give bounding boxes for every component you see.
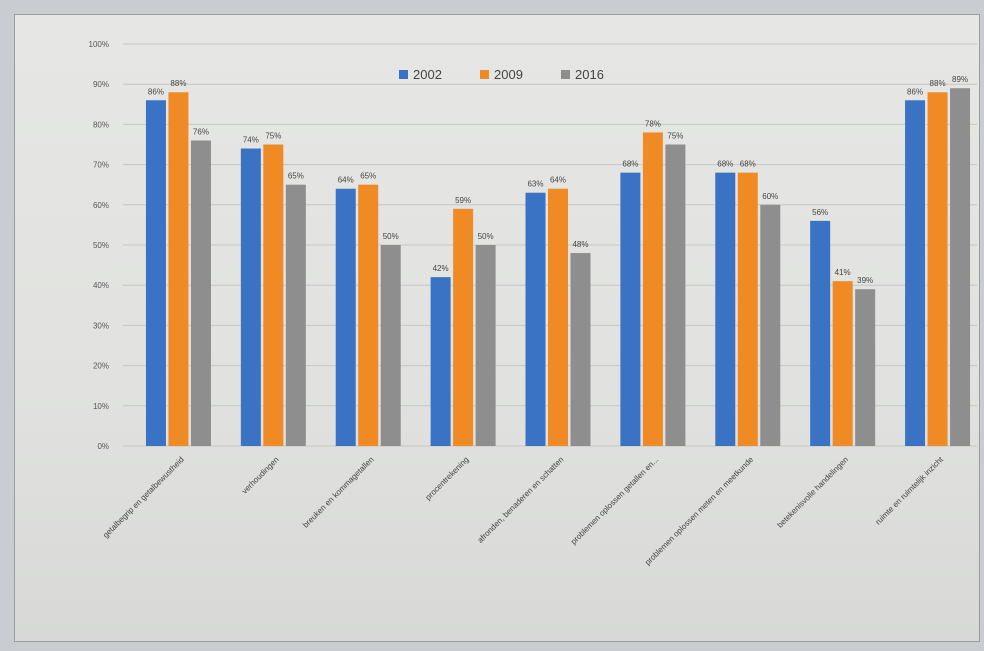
data-label: 50% xyxy=(478,232,494,241)
bar-2016 xyxy=(950,88,971,446)
data-label: 64% xyxy=(550,176,566,185)
chart-frame: 0% 10% 20% 30% 40% 50% 60% 70% 80% 90% 100% 86% 88%… xyxy=(14,14,980,642)
bar-2002 xyxy=(240,148,261,446)
bar-2009 xyxy=(737,172,758,446)
data-label: 59% xyxy=(455,196,471,205)
x-category-label: breuken en kommagetallen xyxy=(301,455,376,530)
bar-chart: 0% 10% 20% 30% 40% 50% 60% 70% 80% 90% 100% 86% 88%… xyxy=(89,40,977,568)
legend-label: 2002 xyxy=(413,67,442,82)
y-tick-label: 70% xyxy=(93,161,109,170)
data-label: 75% xyxy=(667,132,683,141)
bar-2009 xyxy=(548,188,568,446)
data-label: 41% xyxy=(835,268,851,277)
x-axis-categories: getalbegrip en getalbewustheid verhouding… xyxy=(101,455,945,568)
y-tick-label: 40% xyxy=(93,281,109,290)
y-tick-label: 100% xyxy=(89,40,109,49)
data-label: 63% xyxy=(527,180,543,189)
x-category-label: ruimte en ruimtelijk inzicht xyxy=(874,455,946,527)
bar-2009 xyxy=(263,144,284,446)
bar-2016 xyxy=(190,140,211,446)
data-label: 88% xyxy=(170,79,186,88)
legend-swatch-2009 xyxy=(480,70,489,79)
x-category-label: problemen oplossen getallen en... xyxy=(569,455,660,546)
bar-2002 xyxy=(620,172,641,446)
data-label: 74% xyxy=(243,136,259,145)
bar-2009 xyxy=(358,184,379,446)
data-labels: 86% 88% 76% 74% 75% 65% 64% 65% 50% 42% 59% 50% 63% 6… xyxy=(148,75,968,285)
data-label: 68% xyxy=(740,160,756,169)
data-label: 48% xyxy=(572,240,588,249)
bar-2016 xyxy=(380,245,401,446)
x-category-label: afronden, benaderen en schatten xyxy=(476,455,566,545)
data-label: 68% xyxy=(717,160,733,169)
x-category-label: verhoudingen xyxy=(240,455,281,496)
y-tick-label: 20% xyxy=(93,362,109,371)
data-label: 86% xyxy=(907,87,923,96)
bar-2009 xyxy=(168,92,189,447)
data-label: 65% xyxy=(288,172,304,181)
data-label: 76% xyxy=(193,127,209,136)
legend-swatch-2016 xyxy=(561,70,570,79)
legend-label: 2016 xyxy=(575,67,604,82)
x-category-label: procentrekening xyxy=(424,455,471,502)
bar-2002 xyxy=(525,192,546,446)
bar-2009 xyxy=(832,281,853,446)
data-label: 88% xyxy=(930,79,946,88)
bar-2002 xyxy=(335,188,356,446)
bar-2002 xyxy=(430,277,451,446)
data-label: 68% xyxy=(622,160,638,169)
bar-2002 xyxy=(810,220,831,446)
data-label: 65% xyxy=(360,172,376,181)
y-axis-ticks: 0% 10% 20% 30% 40% 50% 60% 70% 80% 90% 100% xyxy=(89,40,109,451)
data-label: 64% xyxy=(338,176,354,185)
y-tick-label: 80% xyxy=(93,120,109,129)
legend-label: 2009 xyxy=(494,67,523,82)
bar-2016 xyxy=(475,245,496,446)
bars xyxy=(145,88,971,447)
bar-2016 xyxy=(855,289,876,446)
data-label: 50% xyxy=(383,232,399,241)
bar-2009 xyxy=(642,132,663,446)
legend-swatch-2002 xyxy=(399,70,408,79)
bar-2009 xyxy=(453,208,474,446)
bar-2016 xyxy=(760,204,781,446)
y-tick-label: 30% xyxy=(93,321,109,330)
data-label: 86% xyxy=(148,87,164,96)
bar-2016 xyxy=(665,144,686,446)
bar-2009 xyxy=(927,92,948,447)
data-label: 42% xyxy=(433,264,449,273)
data-label: 56% xyxy=(812,208,828,217)
y-tick-label: 10% xyxy=(93,402,109,411)
y-tick-label: 50% xyxy=(93,241,109,250)
y-tick-label: 60% xyxy=(93,201,109,210)
bar-2016 xyxy=(285,184,306,446)
x-category-label: getalbegrip en getalbewustheid xyxy=(101,455,186,540)
legend: 2002 2009 2016 xyxy=(399,67,604,82)
data-label: 78% xyxy=(645,119,661,128)
bar-2002 xyxy=(145,100,166,446)
bar-2002 xyxy=(905,100,926,446)
bar-2016 xyxy=(570,253,591,446)
data-label: 89% xyxy=(952,75,968,84)
x-category-label: betekenisvolle handelingen xyxy=(775,455,850,530)
data-label: 75% xyxy=(265,132,281,141)
y-tick-label: 90% xyxy=(93,80,109,89)
x-category-label: problemen oplossen meten en meetkunde xyxy=(643,455,755,567)
data-label: 39% xyxy=(857,276,873,285)
y-tick-label: 0% xyxy=(97,442,109,451)
bar-2002 xyxy=(715,172,736,446)
data-label: 60% xyxy=(762,192,778,201)
